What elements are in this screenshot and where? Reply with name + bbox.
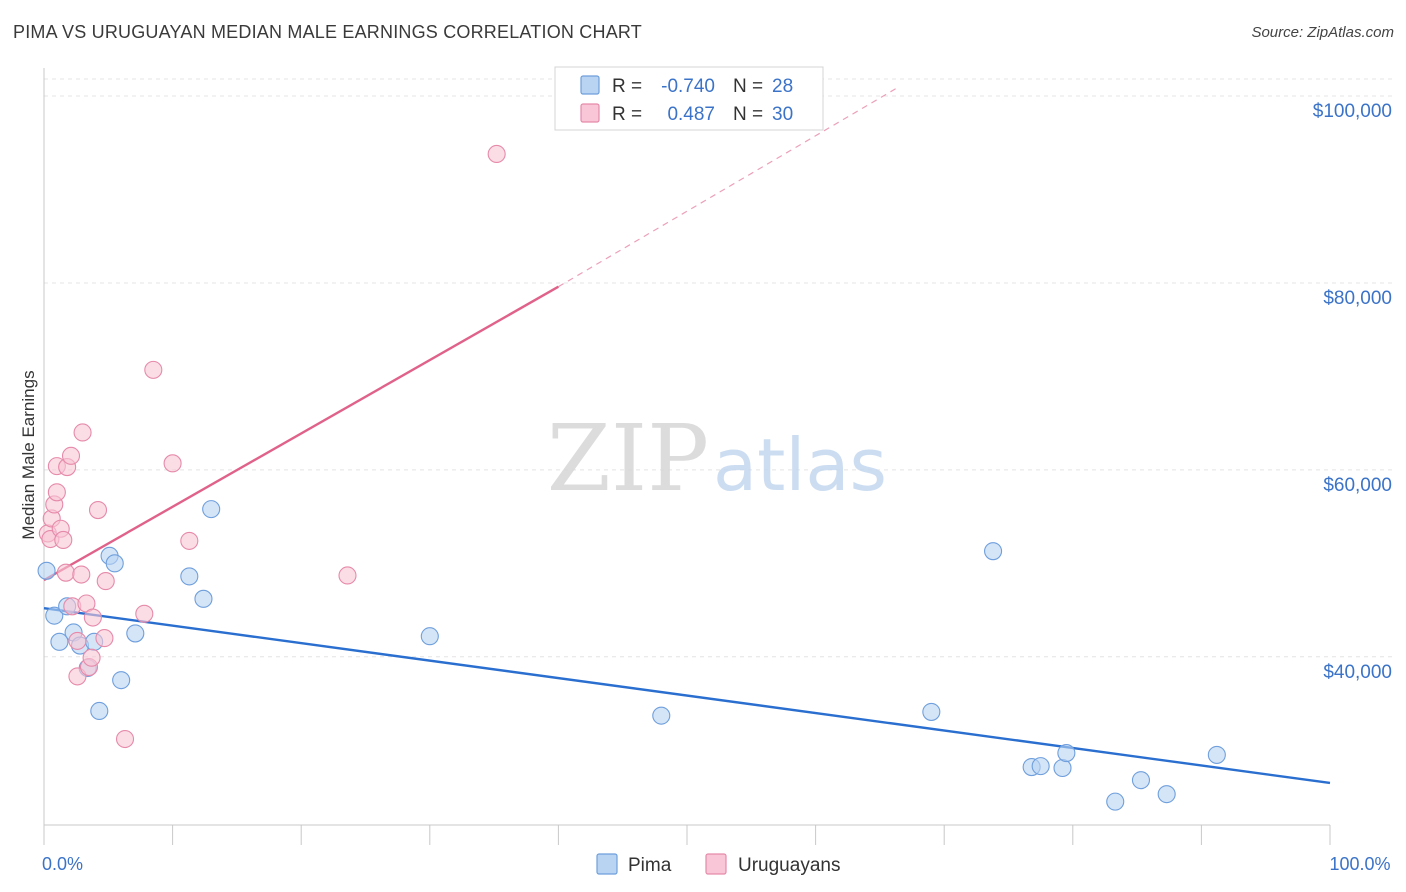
legend-r-value-pima: -0.740 <box>661 76 715 97</box>
point-uruguayans-23 <box>115 729 135 749</box>
trend-lines <box>43 86 1331 785</box>
chart-title: PIMA VS URUGUAYAN MEDIAN MALE EARNINGS C… <box>13 22 642 42</box>
legend-n-value-uruguayans: 30 <box>772 104 793 125</box>
point-uruguayans-20 <box>88 501 108 520</box>
legend-swatch-uruguayans <box>580 103 600 123</box>
point-uruguayans-14 <box>72 565 91 584</box>
watermark: ZIP atlas <box>547 405 887 512</box>
gridlines <box>44 78 1392 658</box>
point-pima-16 <box>420 627 439 646</box>
point-pima-22 <box>1053 758 1072 778</box>
y-tick-label-0: $40,000 <box>1323 662 1392 683</box>
point-uruguayans-18 <box>82 648 101 667</box>
point-pima-24 <box>1106 792 1125 811</box>
x-tick-label-0: 0.0% <box>42 854 83 874</box>
point-uruguayans-7 <box>54 530 73 550</box>
point-uruguayans-8 <box>56 563 75 582</box>
point-uruguayans-4 <box>47 483 66 502</box>
point-pima-14 <box>194 589 213 608</box>
watermark-atlas: atlas <box>713 423 887 507</box>
x-tick-labels: 0.0% 100.0% <box>42 854 1391 874</box>
trend-line-uruguayans <box>43 285 559 582</box>
point-pima-23 <box>1057 743 1076 763</box>
y-axis-label: Median Male Earnings <box>19 370 38 539</box>
point-pima-1 <box>45 606 64 625</box>
point-pima-18 <box>922 702 941 721</box>
point-pima-21 <box>1031 757 1050 776</box>
point-pima-8 <box>90 701 109 721</box>
point-pima-19 <box>984 542 1003 561</box>
point-pima-13 <box>180 567 199 586</box>
point-uruguayans-29 <box>487 144 506 164</box>
legend-r-label-pima: R = <box>612 76 642 97</box>
bottom-legend-swatch-uruguayans <box>705 853 727 875</box>
y-tick-label-3: $100,000 <box>1313 101 1392 122</box>
legend-n-label-uruguayans: N = <box>733 104 763 125</box>
y-tick-label-1: $60,000 <box>1323 475 1392 496</box>
point-pima-26 <box>1157 785 1176 804</box>
legend-box: R = -0.740 N = 28 R = 0.487 N = 30 <box>554 66 824 131</box>
trend-line-pima <box>43 606 1331 785</box>
point-uruguayans-12 <box>68 631 87 650</box>
point-pima-2 <box>50 632 69 651</box>
point-uruguayans-19 <box>83 608 102 627</box>
point-uruguayans-24 <box>135 604 154 623</box>
legend-n-label-pima: N = <box>733 76 763 97</box>
x-tick-label-1: 100.0% <box>1329 854 1390 874</box>
point-pima-27 <box>1207 745 1226 764</box>
bottom-legend-label-pima: Pima <box>628 855 672 876</box>
point-uruguayans-15 <box>73 423 92 442</box>
legend-n-value-pima: 28 <box>772 76 793 97</box>
bottom-legend-label-uruguayans: Uruguayans <box>738 855 840 876</box>
point-pima-10 <box>105 554 124 573</box>
axes <box>43 68 1331 845</box>
point-pima-11 <box>112 671 131 690</box>
legend-r-value-uruguayans: 0.487 <box>667 104 715 125</box>
data-points <box>37 144 1226 811</box>
source-credit: Source: ZipAtlas.com <box>1251 24 1394 41</box>
point-uruguayans-21 <box>95 629 114 648</box>
y-tick-labels: $40,000 $60,000 $80,000 $100,000 <box>1313 101 1392 683</box>
legend-swatch-pima <box>580 75 600 95</box>
legend-r-label-uruguayans: R = <box>612 104 642 125</box>
point-uruguayans-26 <box>163 454 182 473</box>
point-uruguayans-28 <box>338 566 357 585</box>
point-uruguayans-10 <box>61 446 81 465</box>
point-uruguayans-27 <box>180 531 199 550</box>
point-pima-12 <box>126 624 145 643</box>
bottom-legend-swatch-pima <box>596 853 618 875</box>
point-pima-0 <box>37 561 56 580</box>
point-uruguayans-25 <box>144 360 163 379</box>
point-pima-17 <box>652 706 671 725</box>
point-uruguayans-22 <box>96 572 115 591</box>
point-pima-15 <box>202 500 221 519</box>
bottom-legend: Pima Uruguayans <box>596 853 840 876</box>
watermark-zip: ZIP <box>547 405 709 512</box>
y-tick-label-2: $80,000 <box>1323 288 1392 309</box>
point-pima-25 <box>1131 771 1151 790</box>
